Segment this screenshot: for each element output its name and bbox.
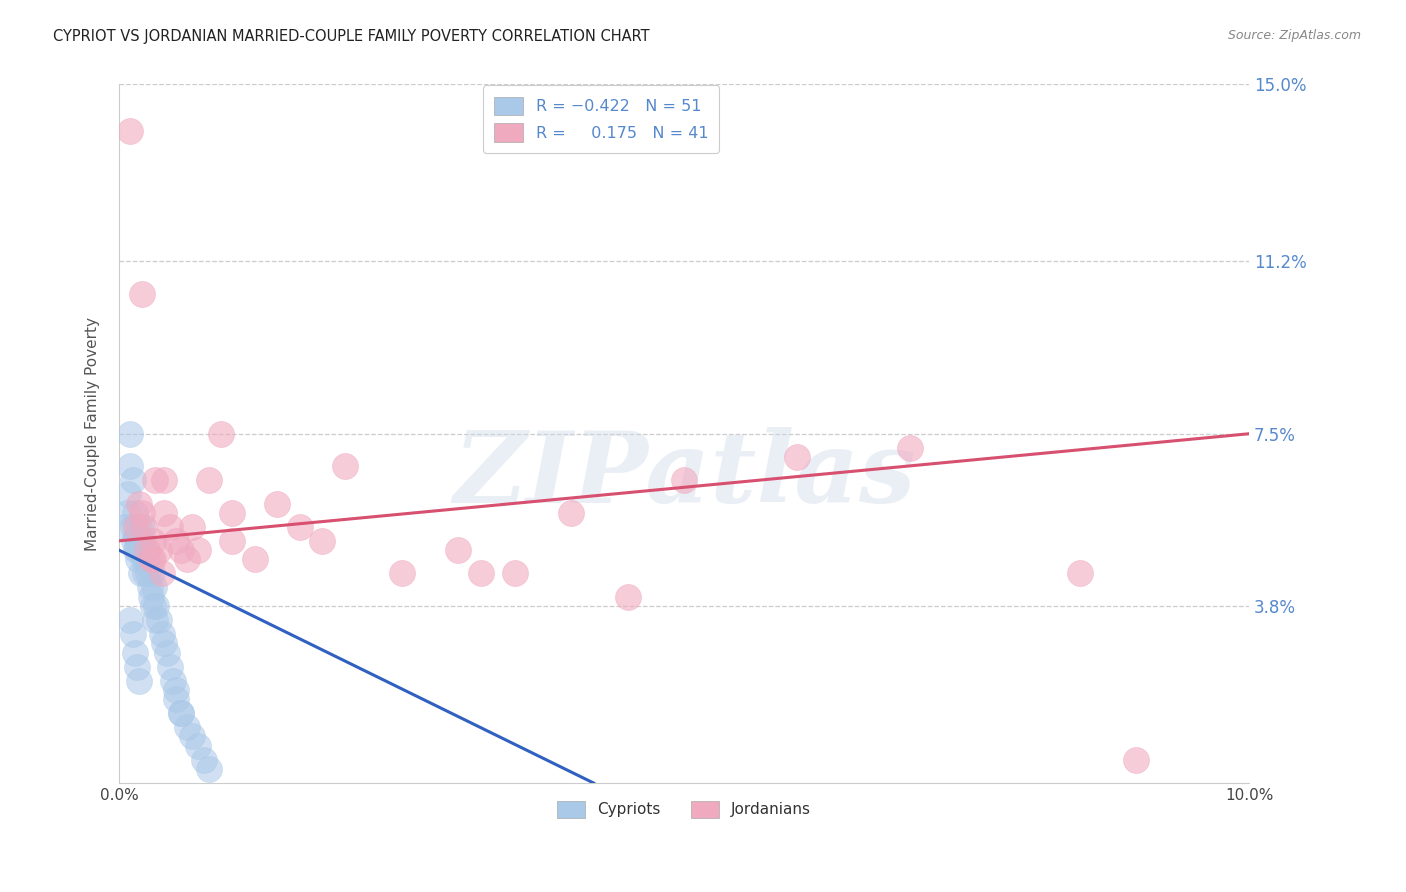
Point xyxy=(148,543,170,558)
Point xyxy=(122,533,145,548)
Point xyxy=(1125,753,1147,767)
Point xyxy=(136,552,159,566)
Point xyxy=(132,543,155,558)
Text: CYPRIOT VS JORDANIAN MARRIED-COUPLE FAMILY POVERTY CORRELATION CHART: CYPRIOT VS JORDANIAN MARRIED-COUPLE FAMI… xyxy=(53,29,650,44)
Point xyxy=(127,552,149,566)
Point xyxy=(187,739,209,753)
Point xyxy=(150,627,173,641)
Point xyxy=(128,673,150,688)
Point xyxy=(120,124,142,138)
Point xyxy=(170,706,193,721)
Point xyxy=(1069,566,1091,581)
Y-axis label: Married-Couple Family Poverty: Married-Couple Family Poverty xyxy=(86,317,100,550)
Point xyxy=(165,682,187,697)
Point xyxy=(136,543,159,558)
Point xyxy=(139,552,162,566)
Point xyxy=(132,552,155,566)
Point xyxy=(141,566,163,581)
Point xyxy=(898,441,921,455)
Point xyxy=(165,692,187,706)
Point xyxy=(115,506,138,520)
Point xyxy=(150,566,173,581)
Point xyxy=(333,459,356,474)
Point xyxy=(138,566,160,581)
Point xyxy=(124,506,146,520)
Point xyxy=(142,533,165,548)
Point xyxy=(125,529,148,543)
Point xyxy=(117,487,139,501)
Text: ZIPatlas: ZIPatlas xyxy=(453,427,915,524)
Point xyxy=(673,473,696,487)
Point xyxy=(288,520,311,534)
Point xyxy=(221,533,243,548)
Point xyxy=(120,426,142,441)
Point xyxy=(221,506,243,520)
Point xyxy=(125,520,148,534)
Point xyxy=(142,552,165,566)
Point xyxy=(181,730,204,744)
Point xyxy=(121,520,143,534)
Point xyxy=(127,659,149,673)
Point xyxy=(209,426,232,441)
Point xyxy=(153,473,176,487)
Point xyxy=(159,659,181,673)
Point xyxy=(243,552,266,566)
Point xyxy=(447,543,470,558)
Point xyxy=(155,646,177,660)
Point xyxy=(129,566,152,581)
Point xyxy=(153,506,176,520)
Point xyxy=(159,520,181,534)
Point xyxy=(131,287,153,301)
Point xyxy=(181,520,204,534)
Point xyxy=(391,566,413,581)
Point xyxy=(311,533,333,548)
Point xyxy=(187,543,209,558)
Point xyxy=(121,627,143,641)
Point xyxy=(143,473,166,487)
Point xyxy=(131,506,153,520)
Point xyxy=(114,520,136,534)
Point xyxy=(131,520,153,534)
Point xyxy=(142,599,165,613)
Point xyxy=(198,762,221,776)
Point xyxy=(266,497,288,511)
Point xyxy=(139,590,162,604)
Point xyxy=(134,566,156,581)
Point xyxy=(503,566,526,581)
Point xyxy=(170,543,193,558)
Point xyxy=(128,520,150,534)
Point xyxy=(128,543,150,558)
Point xyxy=(120,613,142,627)
Point xyxy=(148,613,170,627)
Point xyxy=(128,497,150,511)
Point xyxy=(170,706,193,721)
Point xyxy=(124,646,146,660)
Point xyxy=(120,459,142,474)
Point xyxy=(198,473,221,487)
Point xyxy=(165,533,187,548)
Point xyxy=(176,552,198,566)
Point xyxy=(125,543,148,558)
Point xyxy=(131,533,153,548)
Point xyxy=(616,590,638,604)
Legend: Cypriots, Jordanians: Cypriots, Jordanians xyxy=(551,795,817,824)
Point xyxy=(176,720,198,734)
Point xyxy=(132,520,155,534)
Point xyxy=(145,599,167,613)
Point xyxy=(143,581,166,595)
Point xyxy=(143,613,166,627)
Point xyxy=(470,566,492,581)
Point xyxy=(193,753,215,767)
Point xyxy=(162,673,184,688)
Text: Source: ZipAtlas.com: Source: ZipAtlas.com xyxy=(1227,29,1361,42)
Point xyxy=(138,581,160,595)
Point xyxy=(153,636,176,650)
Point xyxy=(135,543,157,558)
Point xyxy=(127,539,149,553)
Point xyxy=(121,473,143,487)
Point xyxy=(786,450,808,464)
Point xyxy=(560,506,582,520)
